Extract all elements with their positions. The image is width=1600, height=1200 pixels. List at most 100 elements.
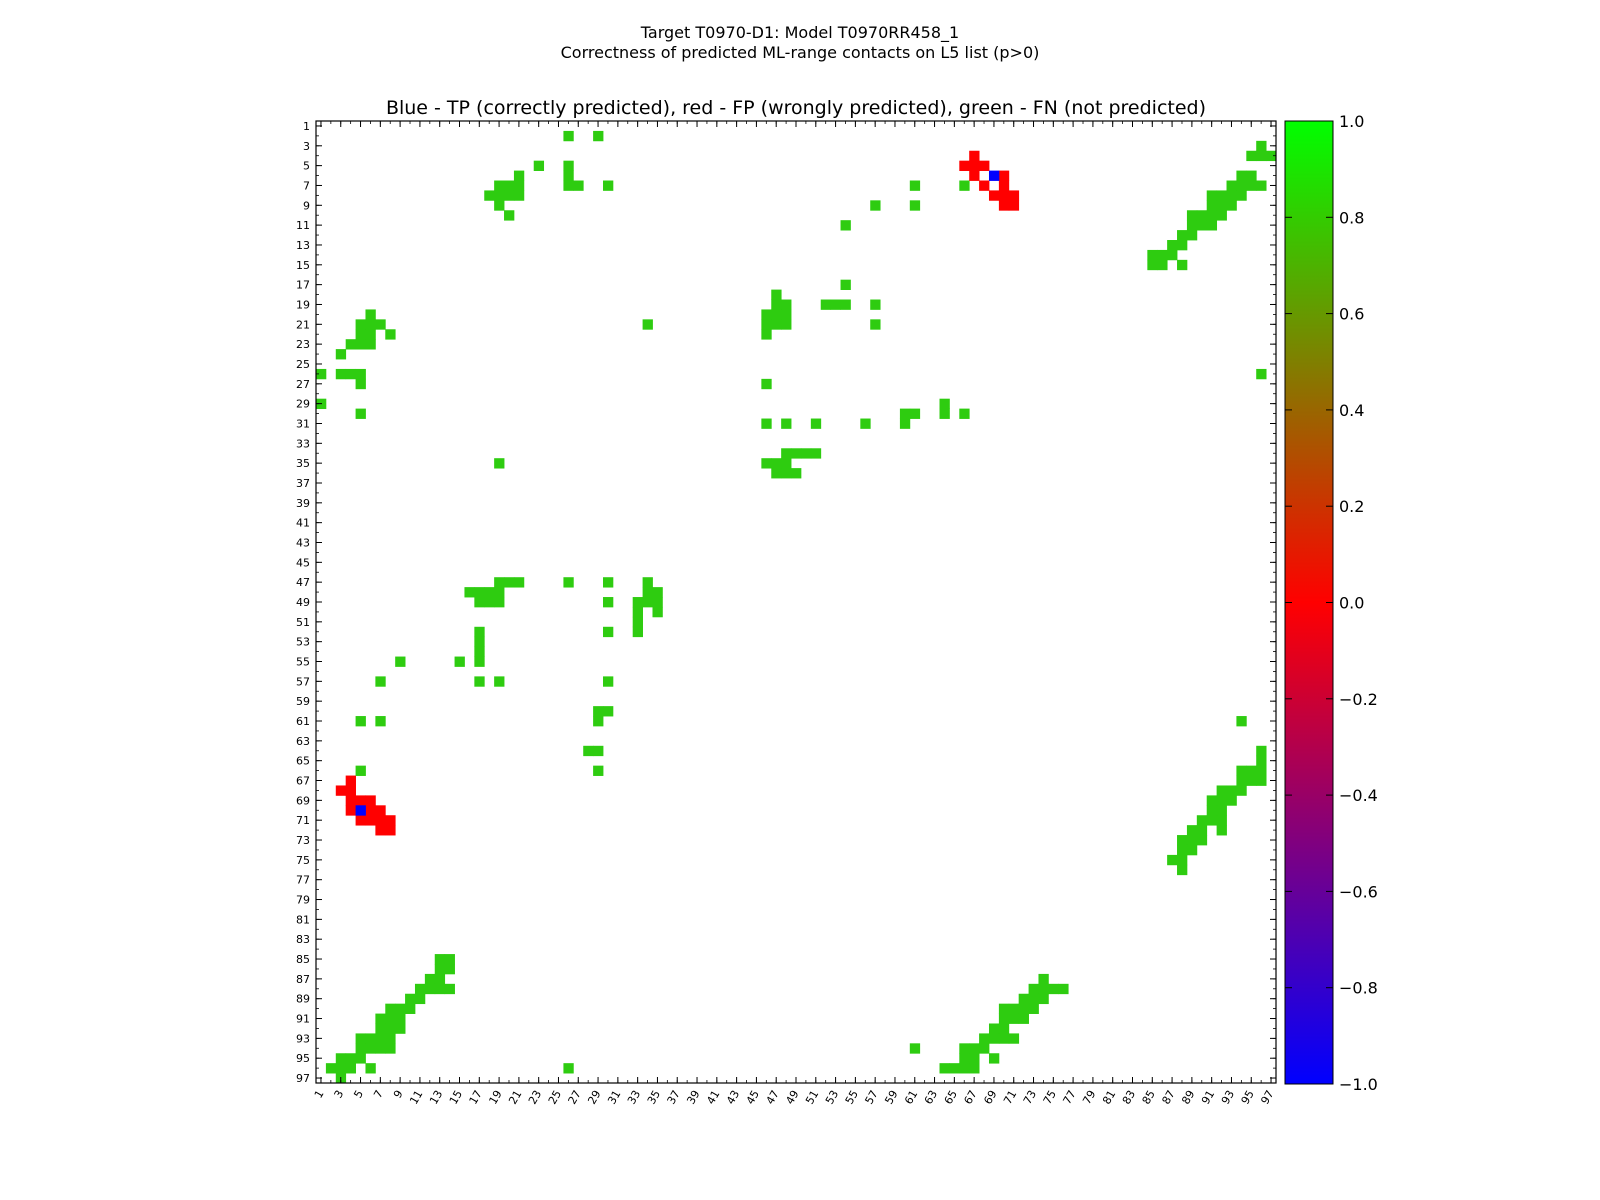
fn-cell — [335, 349, 347, 360]
fn-cell — [998, 1023, 1010, 1034]
fn-cell — [652, 606, 663, 618]
x-tick-label: 73 — [1021, 1088, 1039, 1107]
fn-cell — [771, 309, 782, 320]
fn-cell — [761, 418, 772, 429]
x-tick-label: 27 — [566, 1088, 584, 1107]
fn-cell — [335, 1053, 347, 1064]
fn-cell — [444, 954, 455, 965]
fn-cell — [642, 587, 653, 598]
fn-cell — [533, 160, 545, 171]
fn-cell — [840, 220, 851, 231]
x-tick-label: 63 — [922, 1088, 940, 1107]
fn-cell — [355, 329, 366, 340]
colorbar-tick-label: 0.6 — [1339, 305, 1364, 324]
fn-cell — [345, 1053, 356, 1064]
x-tick-label: 25 — [546, 1088, 564, 1107]
y-axis: 1357911131517192123252729313335373941434… — [296, 120, 1276, 1085]
fn-cell — [513, 170, 525, 181]
fn-cell — [909, 408, 921, 419]
colorbar-tick-label: −0.6 — [1339, 882, 1378, 901]
fn-cell — [454, 656, 465, 667]
fn-cell — [1246, 180, 1257, 191]
fn-cell — [632, 606, 643, 618]
fn-cell — [1177, 835, 1188, 846]
fn-cell — [1186, 844, 1198, 856]
x-tick-label: 23 — [526, 1088, 544, 1107]
x-tick-label: 19 — [486, 1088, 504, 1107]
fn-cell — [781, 309, 792, 320]
plot-title: Blue - TP (correctly predicted), red - F… — [386, 97, 1206, 119]
y-tick-label: 23 — [296, 338, 310, 351]
fn-cell — [494, 458, 505, 469]
fn-cell — [761, 319, 772, 330]
fn-cell — [563, 180, 574, 191]
fn-cell — [909, 1043, 921, 1054]
y-tick-label: 67 — [296, 775, 310, 788]
fn-cell — [1206, 220, 1218, 231]
fn-cell — [474, 676, 485, 687]
fn-cell — [810, 448, 822, 459]
fp-cell — [335, 785, 347, 796]
fn-cell — [434, 963, 446, 975]
figure-suptitle-line-2: Correctness of predicted ML-range contac… — [560, 43, 1040, 62]
fn-cell — [1216, 805, 1227, 816]
fn-cell — [1058, 983, 1069, 995]
fp-cell — [998, 200, 1010, 211]
fn-cell — [375, 1023, 386, 1034]
fn-cell — [345, 339, 356, 350]
fn-cell — [870, 319, 881, 330]
fn-cell — [345, 1063, 356, 1074]
fn-cell — [484, 190, 495, 201]
fn-cell — [1236, 180, 1247, 191]
fn-cell — [1256, 180, 1267, 191]
fn-cell — [444, 983, 455, 995]
fn-cell — [474, 626, 485, 638]
x-tick-label: 43 — [724, 1088, 742, 1107]
fp-cell — [979, 180, 990, 191]
fn-cell — [761, 378, 772, 390]
fn-cell — [424, 983, 436, 995]
y-tick-label: 27 — [296, 378, 310, 391]
fn-cell — [1246, 775, 1257, 786]
x-tick-label: 5 — [351, 1088, 366, 1101]
contact-cells — [316, 130, 1277, 1084]
fn-cell — [1236, 785, 1247, 796]
fn-cell — [335, 368, 347, 380]
fn-cell — [860, 418, 871, 429]
fn-cell — [1216, 795, 1227, 806]
x-tick-label: 7 — [371, 1088, 386, 1101]
fn-cell — [603, 597, 614, 608]
colorbar-tick-label: −0.4 — [1339, 786, 1378, 805]
fn-cell — [820, 299, 832, 310]
y-tick-label: 49 — [296, 596, 310, 609]
fn-cell — [899, 408, 911, 419]
fn-cell — [771, 289, 782, 300]
fn-cell — [1256, 745, 1267, 757]
fn-cell — [810, 418, 822, 429]
y-tick-label: 87 — [296, 973, 310, 986]
fn-cell — [1226, 785, 1237, 796]
fp-cell — [1008, 190, 1020, 201]
fn-cell — [385, 1003, 396, 1014]
fp-cell — [969, 160, 980, 171]
fn-cell — [632, 616, 643, 628]
fn-cell — [1177, 240, 1188, 251]
fn-cell — [652, 597, 663, 608]
colorbar-tick-label: −0.2 — [1339, 690, 1378, 709]
fp-cell — [385, 825, 396, 836]
fn-cell — [1246, 170, 1257, 181]
fn-cell — [1196, 835, 1208, 846]
fn-cell — [1028, 983, 1039, 995]
y-tick-label: 37 — [296, 477, 310, 490]
x-tick-label: 49 — [783, 1088, 801, 1107]
fn-cell — [504, 180, 515, 191]
y-tick-label: 65 — [296, 755, 310, 768]
x-tick-label: 59 — [882, 1088, 900, 1107]
fn-cell — [771, 458, 782, 469]
fn-cell — [830, 299, 841, 310]
fn-cell — [1216, 190, 1227, 201]
y-tick-label: 5 — [303, 160, 310, 173]
x-tick-label: 97 — [1258, 1088, 1276, 1107]
x-tick-label: 13 — [427, 1088, 445, 1107]
fn-cell — [909, 200, 921, 211]
